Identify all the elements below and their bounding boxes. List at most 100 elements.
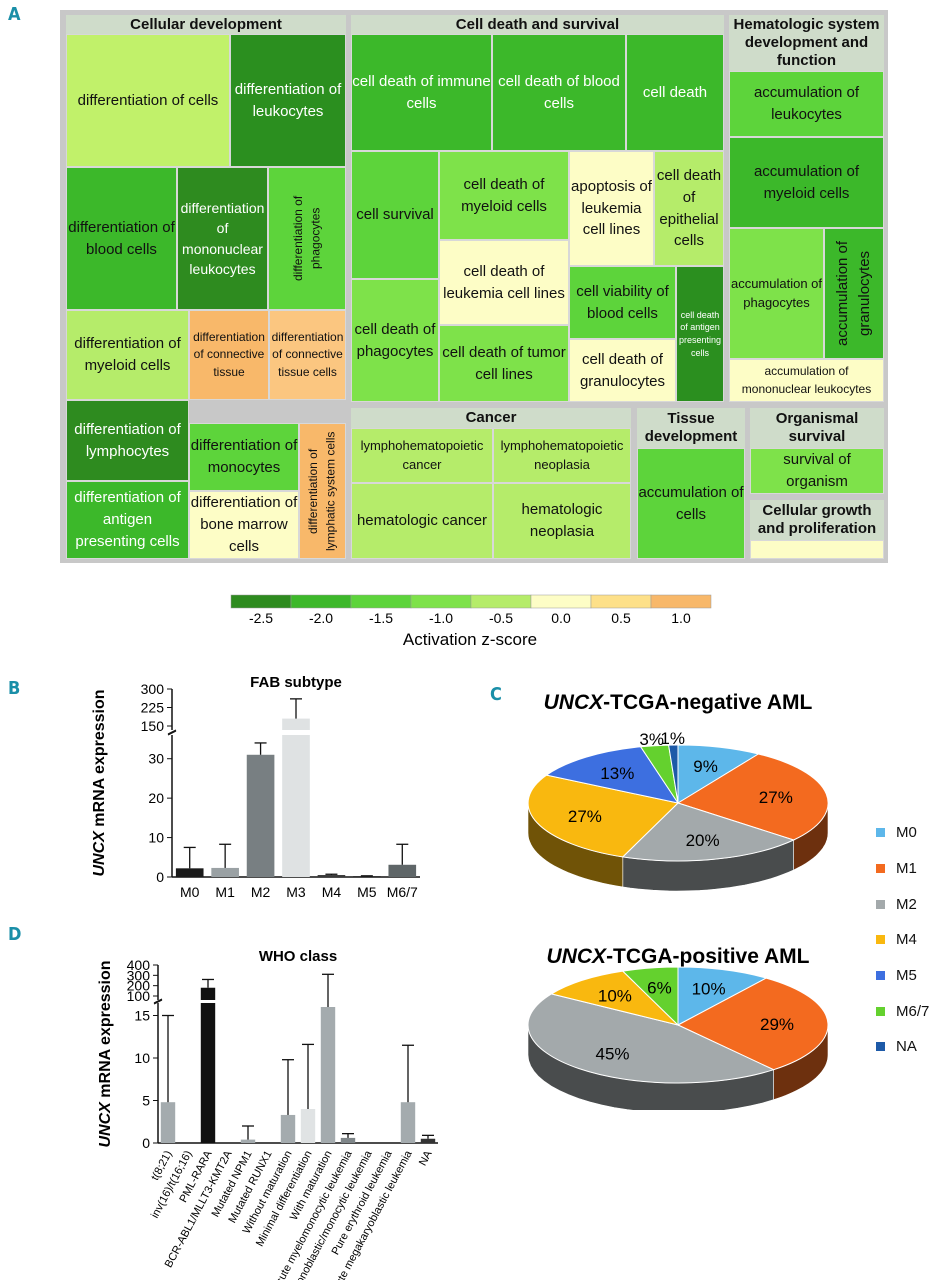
legend-label: M4: [896, 931, 917, 949]
legend-swatch: [876, 971, 885, 981]
axis-break-mark: [167, 730, 177, 736]
tile-differentiation-of-monocytes: differentiation of monocytes: [189, 423, 299, 491]
tile-lymphohematopoietic-cancer: lymphohematopoietic cancer: [351, 428, 493, 483]
legend-item-M6/7: M6/7: [876, 993, 936, 1029]
legend-item-M2: M2: [876, 886, 936, 922]
panel-label-c: C: [490, 684, 502, 705]
tile-cell-death: cell death: [626, 34, 724, 151]
y-tick-label: 400: [127, 957, 151, 973]
y-tick-label: 100: [127, 988, 151, 1004]
tile-cell-death-phagocytes: cell death of phagocytes: [351, 279, 439, 402]
pie-label-M5: 13%: [600, 764, 634, 783]
bar-M3: [282, 735, 310, 877]
tile-cell-death-granulocytes: cell death of granulocytes: [569, 339, 676, 402]
scale-cell: [590, 594, 652, 609]
y-axis-label: UNCX mRNA expression: [91, 689, 108, 876]
bar-Without maturation: [280, 1114, 296, 1143]
y-tick-label: 10: [134, 1050, 150, 1066]
scale-cell: [230, 594, 292, 609]
bar-Acute megakaryoblastic leukemia: [400, 1102, 416, 1143]
tile-cell-death-epithelial: cell death of epithelial cells: [654, 151, 724, 266]
pie-slice-M4: [550, 970, 680, 1026]
tile-cell-death-leukemia: cell death of leukemia cell lines: [439, 240, 569, 325]
scale-tick: -0.5: [489, 610, 513, 626]
tile-apoptosis-leukemia: apoptosis of leukemia cell lines: [569, 151, 654, 266]
pie-slice-M1: [676, 977, 829, 1071]
group-header-cellular-development: Cellular development: [66, 15, 346, 35]
pie-title: UNCX-TCGA-positive AML: [547, 945, 810, 968]
scale-cell: [530, 594, 592, 609]
legend-item-M5: M5: [876, 958, 936, 994]
bar-PML-RARA-upper: [200, 987, 216, 1000]
tile-cell-death-myeloid: cell death of myeloid cells: [439, 151, 569, 240]
y-tick-label: 300: [127, 967, 151, 983]
tile-accumulation-leukocytes: accumulation of leukocytes: [729, 71, 884, 137]
axis-break-mark: [167, 729, 177, 735]
pie-title-gene: UNCX: [544, 691, 605, 714]
bar-M2: [246, 754, 275, 877]
pie-label-M0: 10%: [692, 980, 726, 999]
tile-cell-death-tumor: cell death of tumor cell lines: [439, 325, 569, 402]
bar-M3-upper: [282, 718, 310, 730]
panel-label-b: B: [8, 678, 21, 699]
x-tick-label: M4: [322, 884, 342, 900]
pie-uncx-positive: UNCX-TCGA-positive AML 10% 29% 45% 10% 6%: [527, 945, 829, 1110]
tile-hematologic-cancer: hematologic cancer: [351, 483, 493, 559]
pie-label-M2: 20%: [686, 831, 720, 850]
tile-accumulation-cells: accumulation of cells: [637, 448, 745, 559]
scale-tick: 0.0: [551, 610, 571, 626]
pie-title-rest: -TCGA-negative AML: [603, 691, 812, 714]
y-tick-label: 15: [134, 1008, 150, 1024]
pie-title-rest: -TCGA-positive AML: [606, 945, 810, 968]
legend-swatch: [876, 864, 885, 874]
pie-label-M4: 27%: [568, 807, 602, 826]
group-header-growth: Cellular growth and proliferation: [750, 500, 884, 540]
legend-label: M1: [896, 860, 917, 878]
y-tick-label: 225: [141, 700, 165, 716]
panel-label-d: D: [8, 924, 22, 945]
tile-accumulation-phagocytes: accumulation of phagocytes: [729, 228, 824, 359]
group-header-tissue: Tissue development: [637, 408, 745, 448]
x-tick-label: M0: [180, 884, 200, 900]
group-header-cell-death: Cell death and survival: [351, 15, 724, 35]
y-tick-label: 5: [142, 1093, 150, 1109]
scale-cell: [290, 594, 352, 609]
pie-label-M1: 29%: [760, 1015, 794, 1034]
scale-tick: -1.5: [369, 610, 393, 626]
pie-slice-M5: [545, 746, 680, 804]
group-header-organismal: Organismal survival: [750, 408, 884, 448]
pie-label-M0: 9%: [693, 757, 718, 776]
tile-differentiation-of-bone-marrow: differentiation of bone marrow cells: [189, 491, 299, 559]
pie-label-M6/7: 6%: [647, 978, 672, 997]
legend-label: M0: [896, 824, 917, 842]
tile-accumulation-mononuclear: accumulation of mononuclear leukocytes: [729, 359, 884, 402]
tile-hematologic-neoplasia: hematologic neoplasia: [493, 483, 631, 559]
bar-Acute myelomonocytic leukemia: [340, 1137, 356, 1143]
tile-accumulation-myeloid: accumulation of myeloid cells: [729, 137, 884, 228]
tile-differentiation-of-cells: differentiation of cells: [66, 34, 230, 167]
tile-differentiation-of-lymphatic-label: differentiation of lymphatic system cell…: [306, 431, 338, 551]
y-axis-label-gene: UNCX: [91, 830, 108, 877]
tile-differentiation-of-phagocytes-label: differentiation of phagocytes: [290, 195, 322, 282]
bar-Mutated NPM1: [240, 1139, 256, 1143]
x-tick-label: M2: [251, 884, 271, 900]
tile-differentiation-of-connective-tissue: differentiation of connective tissue: [189, 310, 269, 400]
pie-uncx-negative: UNCX-TCGA-negative AML 9% 27% 20% 27% 13% 3%1%: [527, 691, 829, 892]
x-tick-label: M6/7: [387, 884, 418, 900]
scale-title: Activation z-score: [403, 630, 537, 649]
tile-cell-viability: cell viability of blood cells: [569, 266, 676, 339]
pie-label-M4: 10%: [598, 987, 632, 1006]
pie-slice-M0: [677, 744, 760, 804]
tile-differentiation-of-connective-tissue-cells: differentiation of connective tissue cel…: [269, 310, 346, 400]
pie-slice-M0: [677, 966, 768, 1026]
y-axis-label-gene: UNCX: [97, 1101, 114, 1148]
tile-growth-proliferation: [750, 540, 884, 559]
pie-label-M6/7: 3%: [639, 730, 664, 749]
legend-item-M4: M4: [876, 922, 936, 958]
group-header-cancer: Cancer: [351, 408, 631, 428]
axis-break-mark: [153, 999, 163, 1005]
tile-lymphohematopoietic-neoplasia: lymphohematopoietic neoplasia: [493, 428, 631, 483]
tile-survival-organism: survival of organism: [750, 448, 884, 494]
bar-NA: [420, 1138, 436, 1143]
legend-item-M1: M1: [876, 851, 936, 887]
